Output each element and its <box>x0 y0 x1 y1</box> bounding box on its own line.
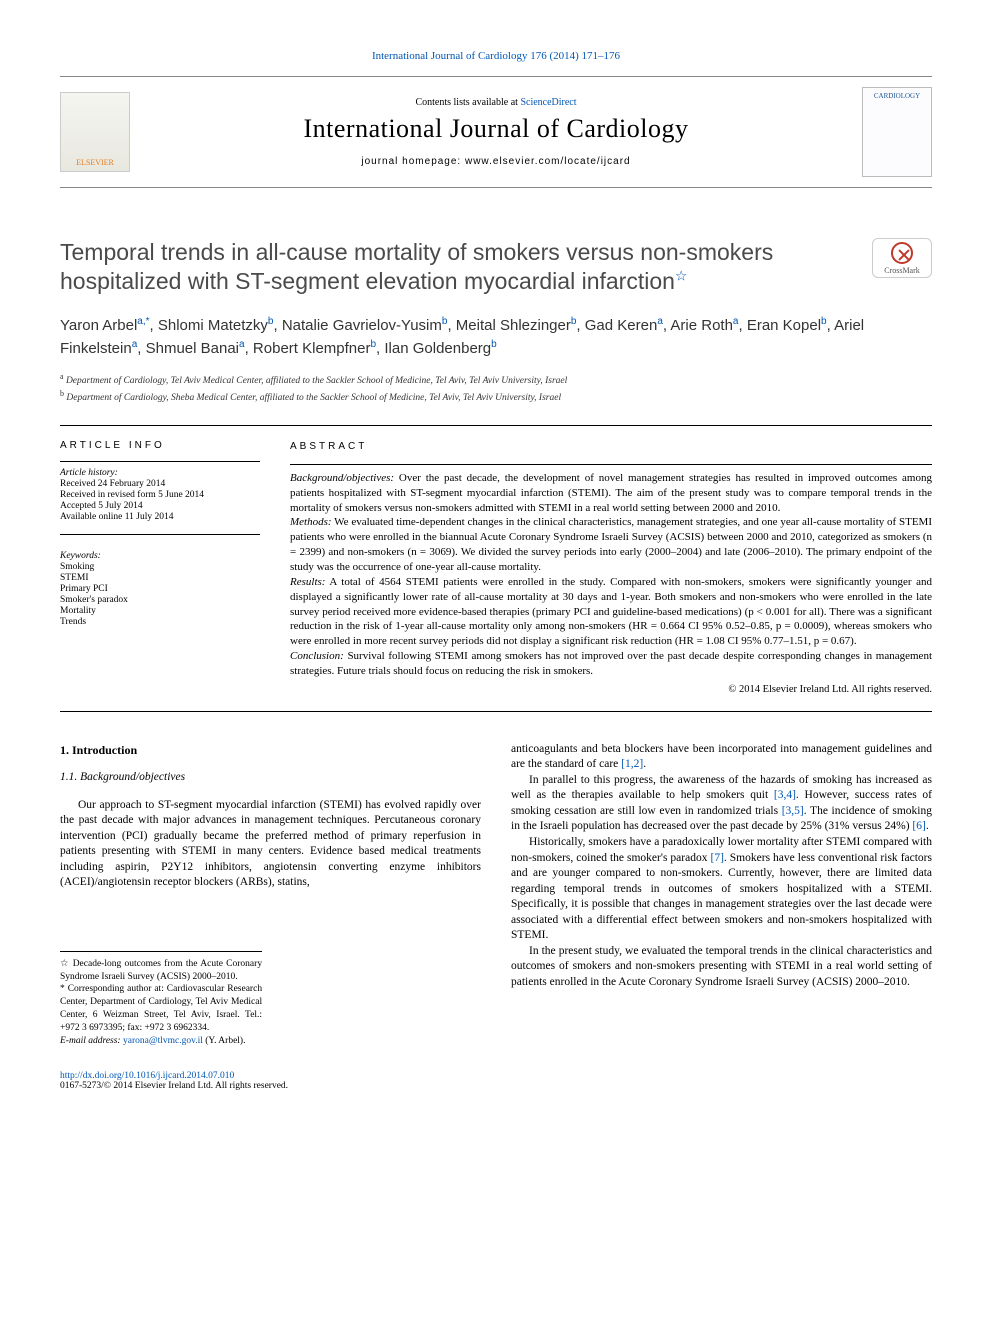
journal-header: ELSEVIER Contents lists available at Sci… <box>60 76 932 188</box>
elsevier-logo: ELSEVIER <box>60 92 130 172</box>
history-item: Received 24 February 2014 <box>60 479 260 489</box>
body-paragraph: Our approach to ST-segment myocardial in… <box>60 798 481 891</box>
citation-link[interactable]: [3,5] <box>782 805 804 817</box>
article-info-column: ARTICLE INFO Article history: Received 2… <box>60 440 260 696</box>
corresponding-author-link[interactable]: * <box>146 316 150 327</box>
history-item: Available online 11 July 2014 <box>60 512 260 522</box>
journal-homepage: journal homepage: www.elsevier.com/locat… <box>130 156 862 167</box>
author: Yaron Arbela,* <box>60 317 150 334</box>
author-affiliation-link[interactable]: b <box>491 339 497 350</box>
body-paragraph: Historically, smokers have a paradoxical… <box>511 835 932 944</box>
authors-list: Yaron Arbela,*, Shlomi Matetzkyb, Natali… <box>60 314 932 361</box>
author: Shmuel Banaia <box>146 340 245 357</box>
author-affiliation-link[interactable]: a <box>132 339 138 350</box>
article-title: Temporal trends in all-cause mortality o… <box>60 238 872 296</box>
section-heading-1: 1. Introduction <box>60 742 481 758</box>
author: Meital Shlezingerb <box>456 317 577 334</box>
abstract-copyright: © 2014 Elsevier Ireland Ltd. All rights … <box>290 683 932 697</box>
title-footnote-star: ☆ <box>675 267 688 283</box>
journal-citation-link[interactable]: International Journal of Cardiology 176 … <box>372 50 620 62</box>
author: Gad Kerena <box>585 317 663 334</box>
author: Shlomi Matetzkyb <box>158 317 274 334</box>
email-link[interactable]: yarona@tlvmc.gov.il <box>123 1036 203 1046</box>
author: Robert Klempfnerb <box>253 340 376 357</box>
abstract-paragraph: Conclusion: Survival following STEMI amo… <box>290 649 932 679</box>
author: Natalie Gavrielov-Yusimb <box>282 317 448 334</box>
author-affiliation-link[interactable]: b <box>821 316 827 327</box>
journal-name: International Journal of Cardiology <box>130 114 862 144</box>
journal-citation: International Journal of Cardiology 176 … <box>60 50 932 62</box>
abstract-head: ABSTRACT <box>290 440 932 454</box>
abstract-paragraph: Background/objectives: Over the past dec… <box>290 471 932 516</box>
abstract-paragraph: Results: A total of 4564 STEMI patients … <box>290 575 932 649</box>
issn-copyright: 0167-5273/© 2014 Elsevier Ireland Ltd. A… <box>60 1081 288 1091</box>
author-affiliation-link[interactable]: b <box>370 339 376 350</box>
affiliation: b Department of Cardiology, Sheba Medica… <box>60 388 932 405</box>
history-item: Received in revised form 5 June 2014 <box>60 490 260 500</box>
author-affiliation-link[interactable]: b <box>571 316 577 327</box>
footnotes-block: ☆ Decade-long outcomes from the Acute Co… <box>60 951 262 1048</box>
body-paragraph: In the present study, we evaluated the t… <box>511 944 932 991</box>
divider-after-abstract <box>60 711 932 712</box>
divider <box>60 425 932 426</box>
crossmark-badge[interactable]: CrossMark <box>872 238 932 278</box>
doi-link[interactable]: http://dx.doi.org/10.1016/j.ijcard.2014.… <box>60 1071 234 1081</box>
author: Eran Kopelb <box>747 317 827 334</box>
body-paragraph: anticoagulants and beta blockers have be… <box>511 742 932 773</box>
author-affiliation-link[interactable]: a <box>733 316 739 327</box>
section-heading-1-1: 1.1. Background/objectives <box>60 770 481 786</box>
keyword: STEMI <box>60 573 260 583</box>
footnote-1: ☆ Decade-long outcomes from the Acute Co… <box>60 958 262 984</box>
sciencedirect-link[interactable]: ScienceDirect <box>520 97 576 108</box>
history-label: Article history: <box>60 468 260 478</box>
keyword: Trends <box>60 617 260 627</box>
keyword: Mortality <box>60 606 260 616</box>
contents-line: Contents lists available at ScienceDirec… <box>130 97 862 108</box>
abstract-paragraph: Methods: We evaluated time-dependent cha… <box>290 515 932 574</box>
page-footer: http://dx.doi.org/10.1016/j.ijcard.2014.… <box>60 1071 932 1091</box>
article-info-head: ARTICLE INFO <box>60 440 260 451</box>
citation-link[interactable]: [7] <box>710 852 723 864</box>
author-affiliation-link[interactable]: a <box>657 316 663 327</box>
affiliations: a Department of Cardiology, Tel Aviv Med… <box>60 371 932 406</box>
citation-link[interactable]: [3,4] <box>774 789 796 801</box>
journal-cover-thumbnail: CARDIOLOGY <box>862 87 932 177</box>
author: Arie Rotha <box>670 317 738 334</box>
author-affiliation-link[interactable]: b <box>268 316 274 327</box>
footnote-2: * Corresponding author at: Cardiovascula… <box>60 983 262 1034</box>
author: Ilan Goldenbergb <box>384 340 496 357</box>
keyword: Primary PCI <box>60 584 260 594</box>
keywords-label: Keywords: <box>60 551 260 561</box>
history-item: Accepted 5 July 2014 <box>60 501 260 511</box>
citation-link[interactable]: [6] <box>912 820 925 832</box>
crossmark-icon <box>891 242 913 264</box>
abstract-column: ABSTRACT Background/objectives: Over the… <box>290 440 932 696</box>
body-two-column: 1. Introduction 1.1. Background/objectiv… <box>60 742 932 1047</box>
author-affiliation-link[interactable]: a, <box>137 316 145 327</box>
author-affiliation-link[interactable]: b <box>442 316 448 327</box>
affiliation: a Department of Cardiology, Tel Aviv Med… <box>60 371 932 388</box>
keyword: Smoking <box>60 562 260 572</box>
footnote-email: E-mail address: yarona@tlvmc.gov.il (Y. … <box>60 1035 262 1048</box>
citation-link[interactable]: [1,2] <box>621 758 643 770</box>
author-affiliation-link[interactable]: a <box>239 339 245 350</box>
body-paragraph: In parallel to this progress, the awaren… <box>511 773 932 835</box>
keyword: Smoker's paradox <box>60 595 260 605</box>
